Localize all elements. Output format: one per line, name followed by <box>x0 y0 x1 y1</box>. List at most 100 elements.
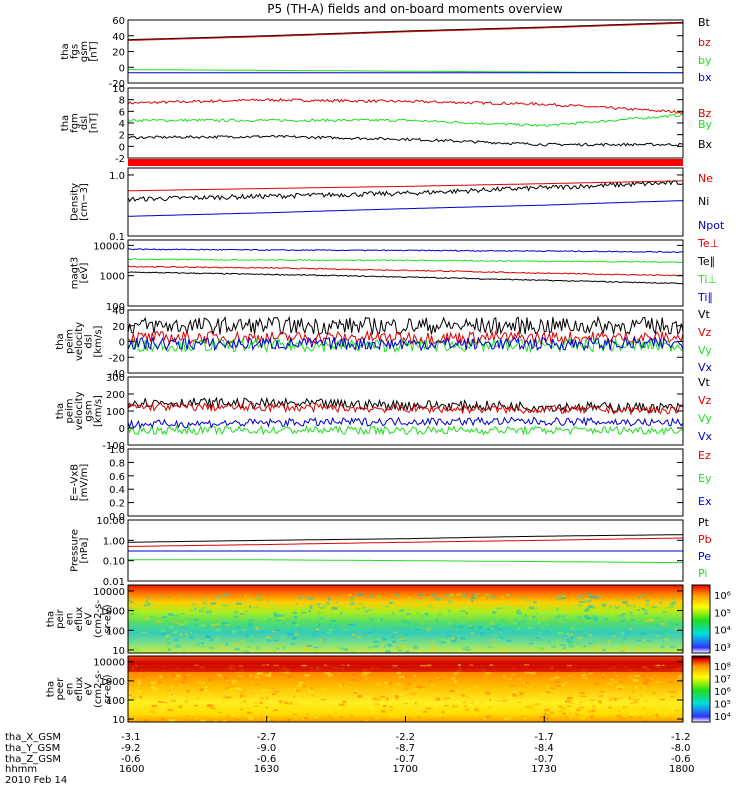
texture-cell <box>645 639 652 643</box>
texture-cell <box>394 594 400 597</box>
texture-cell <box>231 692 236 694</box>
texture-cell <box>318 617 324 620</box>
texture-cell <box>568 675 572 677</box>
texture-cell <box>309 605 313 608</box>
texture-cell <box>292 713 298 716</box>
texture-cell <box>487 628 491 630</box>
texture-cell <box>140 631 147 634</box>
panel-pressure: 10.00 1.00 0.10 0.01 Pressure[nPa] Pt Pb Pe Pi <box>69 516 711 588</box>
texture-cell <box>584 608 590 611</box>
texture-cell <box>169 694 176 698</box>
texture-cell <box>240 614 244 617</box>
texture-cell <box>176 603 179 605</box>
texture-cell <box>435 697 441 701</box>
texture-cell <box>578 636 583 639</box>
texture-cell <box>166 641 171 645</box>
texture-cell <box>643 707 646 710</box>
texture-cell <box>499 636 506 640</box>
texture-cell <box>558 614 561 618</box>
texture-cell <box>417 716 421 718</box>
position-value: -0.7 <box>396 754 416 765</box>
colorbar-scale <box>691 584 711 654</box>
texture-cell <box>667 672 672 674</box>
texture-cell <box>208 621 211 624</box>
texture-cell <box>343 648 348 651</box>
y-tick-label: 1.0 <box>109 445 125 456</box>
texture-cell <box>432 648 437 651</box>
texture-cell <box>398 645 404 648</box>
texture-cell <box>573 690 577 693</box>
texture-cell <box>396 683 402 687</box>
texture-cell <box>620 620 624 622</box>
texture-cell <box>245 609 250 612</box>
texture-cell <box>215 623 220 625</box>
texture-cell <box>637 698 640 701</box>
texture-cell <box>181 680 186 684</box>
texture-cell <box>451 677 456 680</box>
texture-cell <box>521 684 526 687</box>
texture-cell <box>416 612 420 615</box>
texture-cell <box>606 682 613 685</box>
texture-cell <box>405 633 411 635</box>
texture-cell <box>208 678 213 681</box>
texture-cell <box>674 695 681 697</box>
texture-cell <box>328 714 332 717</box>
texture-cell <box>223 676 230 679</box>
panel-temperature: 10000 1000 100 magt3[eV] Te⊥ Te∥ Ti⊥ Ti∥ <box>69 237 719 313</box>
time-tick-label: 1700 <box>393 764 418 775</box>
y-tick-label: 10 <box>112 715 125 726</box>
texture-cell <box>584 610 589 612</box>
texture-cell <box>183 702 186 706</box>
texture-cell <box>388 681 392 685</box>
colorbar-tick-label: 10³ <box>714 643 731 654</box>
texture-cell <box>369 701 375 704</box>
texture-cell <box>448 622 451 625</box>
texture-cell <box>414 688 418 690</box>
texture-cell <box>170 700 177 703</box>
texture-cell <box>453 694 456 697</box>
texture-cell <box>623 618 627 621</box>
texture-cell <box>536 672 543 675</box>
texture-cell <box>194 717 199 719</box>
texture-cell <box>466 648 473 650</box>
texture-cell <box>445 710 451 714</box>
texture-cell <box>603 639 608 643</box>
texture-cell <box>401 715 404 718</box>
texture-cell <box>351 633 356 636</box>
texture-cell <box>655 680 660 683</box>
y-tick-label: 20 <box>112 322 125 333</box>
legend-Ex: Ex <box>698 495 712 508</box>
texture-cell <box>381 633 387 635</box>
texture-cell <box>563 609 568 613</box>
colorbar-tick-label: 10⁴ <box>714 712 731 723</box>
texture-cell <box>629 713 635 716</box>
texture-cell <box>174 678 179 680</box>
texture-cell <box>478 625 482 629</box>
texture-cell <box>417 707 423 711</box>
texture-cell <box>488 706 491 708</box>
series-Te∥ <box>127 271 684 285</box>
texture-cell <box>402 680 408 684</box>
legend-Te⊥: Te⊥ <box>697 237 719 250</box>
texture-cell <box>297 614 300 617</box>
texture-cell <box>369 716 375 719</box>
texture-cell <box>175 630 178 634</box>
texture-cell <box>406 608 411 611</box>
texture-cell <box>266 618 271 621</box>
texture-cell <box>178 692 183 695</box>
texture-cell <box>639 617 642 619</box>
texture-cell <box>476 620 482 623</box>
texture-cell <box>242 700 247 703</box>
texture-cell <box>628 716 633 718</box>
texture-cell <box>641 608 645 611</box>
plot-background <box>128 168 683 236</box>
texture-cell <box>353 622 357 625</box>
texture-cell <box>373 640 379 643</box>
texture-cell <box>485 692 491 695</box>
texture-cell <box>598 700 602 703</box>
texture-cell <box>242 699 246 701</box>
texture-cell <box>492 595 497 598</box>
texture-cell <box>158 595 163 597</box>
